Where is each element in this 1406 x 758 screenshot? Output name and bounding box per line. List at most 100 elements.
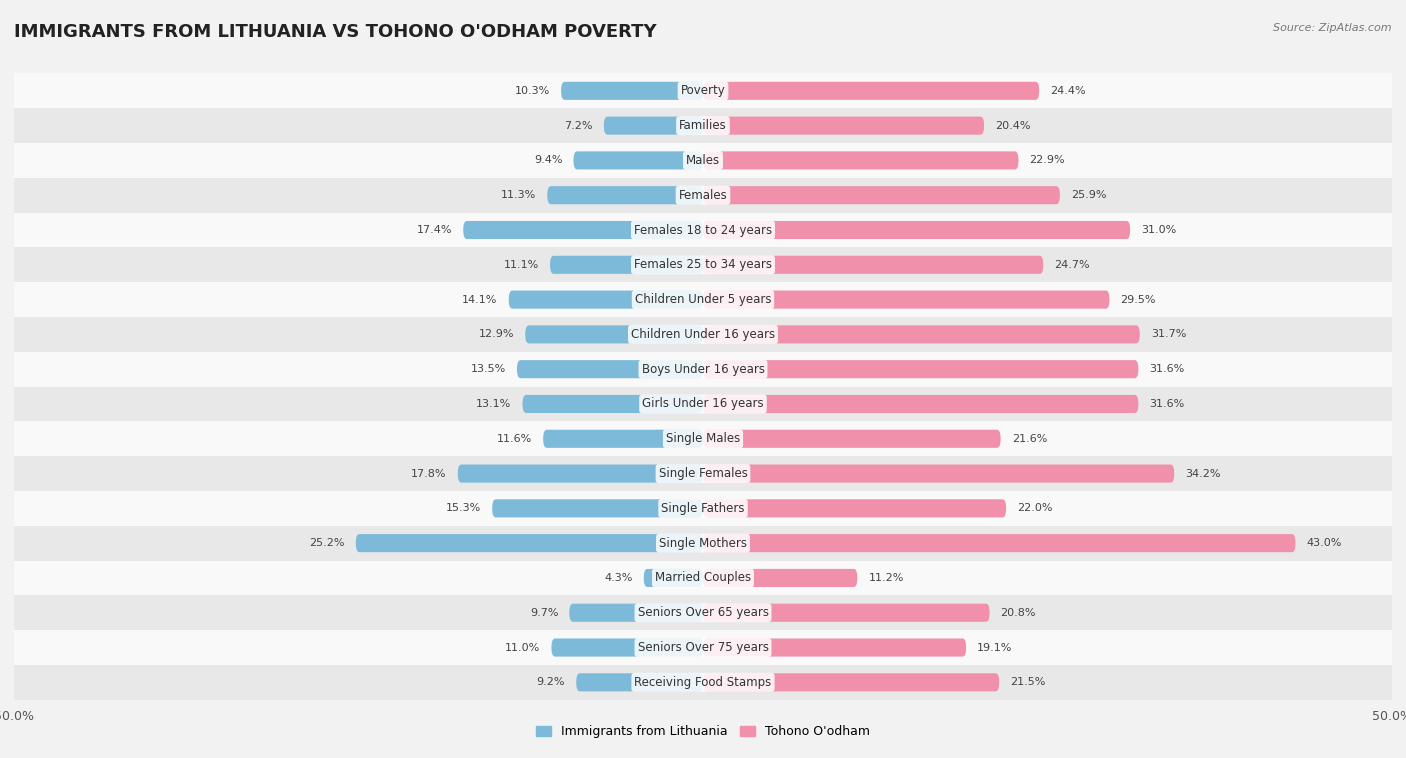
Text: Receiving Food Stamps: Receiving Food Stamps xyxy=(634,676,772,689)
Text: 9.4%: 9.4% xyxy=(534,155,562,165)
Text: Males: Males xyxy=(686,154,720,167)
FancyBboxPatch shape xyxy=(703,500,1007,518)
Bar xyxy=(14,74,1392,108)
Bar xyxy=(14,665,1392,700)
Text: 24.4%: 24.4% xyxy=(1050,86,1085,96)
Bar xyxy=(14,595,1392,630)
Text: 31.7%: 31.7% xyxy=(1152,330,1187,340)
FancyBboxPatch shape xyxy=(569,603,703,622)
Text: 11.6%: 11.6% xyxy=(496,434,531,443)
Text: 21.6%: 21.6% xyxy=(1012,434,1047,443)
Text: 29.5%: 29.5% xyxy=(1121,295,1156,305)
Text: 11.1%: 11.1% xyxy=(503,260,538,270)
Text: Females 25 to 34 years: Females 25 to 34 years xyxy=(634,258,772,271)
Text: Seniors Over 75 years: Seniors Over 75 years xyxy=(637,641,769,654)
FancyBboxPatch shape xyxy=(703,152,1018,170)
Text: Poverty: Poverty xyxy=(681,84,725,97)
Text: IMMIGRANTS FROM LITHUANIA VS TOHONO O'ODHAM POVERTY: IMMIGRANTS FROM LITHUANIA VS TOHONO O'OD… xyxy=(14,23,657,41)
FancyBboxPatch shape xyxy=(561,82,703,100)
Text: 9.2%: 9.2% xyxy=(537,678,565,688)
Text: 7.2%: 7.2% xyxy=(564,121,593,130)
FancyBboxPatch shape xyxy=(644,569,703,587)
FancyBboxPatch shape xyxy=(703,360,1139,378)
FancyBboxPatch shape xyxy=(543,430,703,448)
Text: Single Mothers: Single Mothers xyxy=(659,537,747,550)
Legend: Immigrants from Lithuania, Tohono O'odham: Immigrants from Lithuania, Tohono O'odha… xyxy=(531,720,875,744)
Bar xyxy=(14,212,1392,247)
Text: Single Males: Single Males xyxy=(666,432,740,445)
FancyBboxPatch shape xyxy=(703,534,1295,552)
Text: Children Under 16 years: Children Under 16 years xyxy=(631,328,775,341)
Text: 17.4%: 17.4% xyxy=(416,225,453,235)
Text: 12.9%: 12.9% xyxy=(478,330,515,340)
Text: 22.0%: 22.0% xyxy=(1017,503,1053,513)
Text: Boys Under 16 years: Boys Under 16 years xyxy=(641,362,765,376)
FancyBboxPatch shape xyxy=(551,638,703,656)
FancyBboxPatch shape xyxy=(703,638,966,656)
Text: 31.6%: 31.6% xyxy=(1150,399,1185,409)
Text: 34.2%: 34.2% xyxy=(1185,468,1220,478)
Text: 13.5%: 13.5% xyxy=(471,364,506,374)
FancyBboxPatch shape xyxy=(703,673,1000,691)
Text: 11.3%: 11.3% xyxy=(501,190,536,200)
FancyBboxPatch shape xyxy=(703,325,1140,343)
Text: 10.3%: 10.3% xyxy=(515,86,550,96)
Bar xyxy=(14,352,1392,387)
Text: 20.8%: 20.8% xyxy=(1001,608,1036,618)
FancyBboxPatch shape xyxy=(703,569,858,587)
FancyBboxPatch shape xyxy=(509,290,703,309)
Text: 24.7%: 24.7% xyxy=(1054,260,1090,270)
Bar xyxy=(14,630,1392,665)
Text: Females: Females xyxy=(679,189,727,202)
Text: 19.1%: 19.1% xyxy=(977,643,1012,653)
FancyBboxPatch shape xyxy=(703,465,1174,483)
Text: 31.0%: 31.0% xyxy=(1142,225,1177,235)
Bar xyxy=(14,143,1392,178)
Text: 22.9%: 22.9% xyxy=(1029,155,1066,165)
FancyBboxPatch shape xyxy=(517,360,703,378)
FancyBboxPatch shape xyxy=(550,255,703,274)
Text: 15.3%: 15.3% xyxy=(446,503,481,513)
Text: 13.1%: 13.1% xyxy=(477,399,512,409)
Text: Girls Under 16 years: Girls Under 16 years xyxy=(643,397,763,411)
Bar xyxy=(14,317,1392,352)
FancyBboxPatch shape xyxy=(547,186,703,204)
Bar xyxy=(14,491,1392,526)
Text: Married Couples: Married Couples xyxy=(655,572,751,584)
Text: Source: ZipAtlas.com: Source: ZipAtlas.com xyxy=(1274,23,1392,33)
Text: 11.2%: 11.2% xyxy=(869,573,904,583)
FancyBboxPatch shape xyxy=(703,221,1130,239)
Text: Families: Families xyxy=(679,119,727,132)
Text: 14.1%: 14.1% xyxy=(463,295,498,305)
FancyBboxPatch shape xyxy=(703,117,984,135)
Text: 11.0%: 11.0% xyxy=(505,643,540,653)
Text: 25.2%: 25.2% xyxy=(309,538,344,548)
Text: Single Fathers: Single Fathers xyxy=(661,502,745,515)
Text: Single Females: Single Females xyxy=(658,467,748,480)
FancyBboxPatch shape xyxy=(576,673,703,691)
Text: 31.6%: 31.6% xyxy=(1150,364,1185,374)
FancyBboxPatch shape xyxy=(703,430,1001,448)
FancyBboxPatch shape xyxy=(526,325,703,343)
Bar xyxy=(14,178,1392,212)
FancyBboxPatch shape xyxy=(703,255,1043,274)
Bar xyxy=(14,526,1392,561)
FancyBboxPatch shape xyxy=(603,117,703,135)
Text: 43.0%: 43.0% xyxy=(1306,538,1341,548)
FancyBboxPatch shape xyxy=(703,186,1060,204)
Text: 25.9%: 25.9% xyxy=(1071,190,1107,200)
Text: Children Under 5 years: Children Under 5 years xyxy=(634,293,772,306)
Bar xyxy=(14,456,1392,491)
Text: Seniors Over 65 years: Seniors Over 65 years xyxy=(637,606,769,619)
FancyBboxPatch shape xyxy=(703,603,990,622)
Bar xyxy=(14,108,1392,143)
Text: 17.8%: 17.8% xyxy=(411,468,447,478)
FancyBboxPatch shape xyxy=(523,395,703,413)
Text: 4.3%: 4.3% xyxy=(605,573,633,583)
FancyBboxPatch shape xyxy=(356,534,703,552)
Text: Females 18 to 24 years: Females 18 to 24 years xyxy=(634,224,772,236)
FancyBboxPatch shape xyxy=(703,82,1039,100)
Bar xyxy=(14,561,1392,595)
FancyBboxPatch shape xyxy=(574,152,703,170)
FancyBboxPatch shape xyxy=(463,221,703,239)
